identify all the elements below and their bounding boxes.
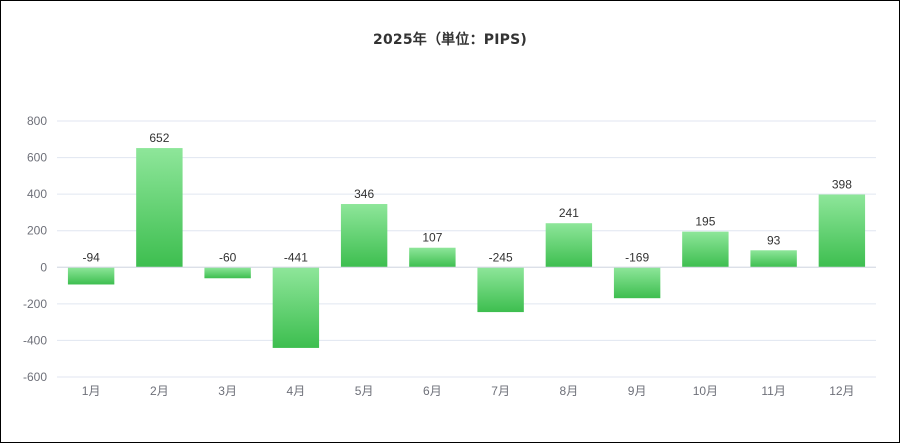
y-tick-label: 600 bbox=[27, 151, 47, 165]
bar-9[interactable] bbox=[613, 267, 661, 299]
bar-11[interactable] bbox=[750, 250, 797, 268]
chart-title: 2025年（単位：PIPS) bbox=[373, 32, 527, 48]
data-label: -60 bbox=[219, 250, 237, 264]
x-tick-label: 6月 bbox=[423, 384, 442, 398]
y-axis-ticks: -600 -400 -200 0 200 400 600 800 bbox=[23, 114, 47, 384]
x-tick-label: 8月 bbox=[560, 384, 579, 398]
data-label: 398 bbox=[832, 178, 852, 192]
data-label: 652 bbox=[149, 131, 169, 145]
y-tick-label: -600 bbox=[23, 370, 47, 384]
data-label: 195 bbox=[695, 215, 715, 229]
bar-4[interactable] bbox=[272, 267, 320, 348]
data-label: -169 bbox=[625, 250, 649, 264]
y-tick-label: 400 bbox=[27, 187, 47, 201]
y-tick-label: -400 bbox=[23, 333, 47, 347]
x-axis-ticks: 1月 2月 3月 4月 5月 6月 7月 8月 9月 10月 11月 12月 bbox=[82, 384, 855, 398]
bar-3[interactable] bbox=[204, 267, 251, 279]
data-label: -441 bbox=[284, 250, 308, 264]
bar-1[interactable] bbox=[67, 267, 115, 285]
bars bbox=[67, 148, 866, 348]
x-tick-label: 2月 bbox=[150, 384, 169, 398]
bar-12[interactable] bbox=[818, 194, 866, 268]
x-tick-label: 4月 bbox=[287, 384, 306, 398]
y-tick-label: 800 bbox=[27, 114, 47, 128]
x-tick-label: 3月 bbox=[218, 384, 237, 398]
y-tick-label: 200 bbox=[27, 224, 47, 238]
bar-5[interactable] bbox=[340, 204, 388, 268]
x-tick-label: 5月 bbox=[355, 384, 374, 398]
x-tick-label: 11月 bbox=[761, 384, 785, 398]
bar-10[interactable] bbox=[682, 231, 729, 268]
x-tick-label: 12月 bbox=[829, 384, 854, 398]
data-label: 346 bbox=[354, 187, 374, 201]
bar-7[interactable] bbox=[477, 267, 524, 313]
bar-2[interactable] bbox=[136, 148, 183, 268]
x-tick-label: 10月 bbox=[693, 384, 718, 398]
data-labels: -94 652 -60 -441 346 107 -245 241 -169 195 93 398 bbox=[82, 131, 852, 264]
data-label: 93 bbox=[767, 233, 781, 247]
bar-8[interactable] bbox=[545, 223, 593, 268]
y-tick-label: 0 bbox=[40, 260, 47, 274]
y-tick-label: -200 bbox=[23, 297, 47, 311]
data-label: -245 bbox=[489, 250, 513, 264]
x-tick-label: 1月 bbox=[82, 384, 101, 398]
bar-6[interactable] bbox=[409, 247, 456, 268]
data-label: 107 bbox=[422, 231, 442, 245]
x-tick-label: 9月 bbox=[628, 384, 647, 398]
data-label: -94 bbox=[82, 250, 100, 264]
data-label: 241 bbox=[559, 206, 579, 220]
x-tick-label: 7月 bbox=[491, 384, 510, 398]
